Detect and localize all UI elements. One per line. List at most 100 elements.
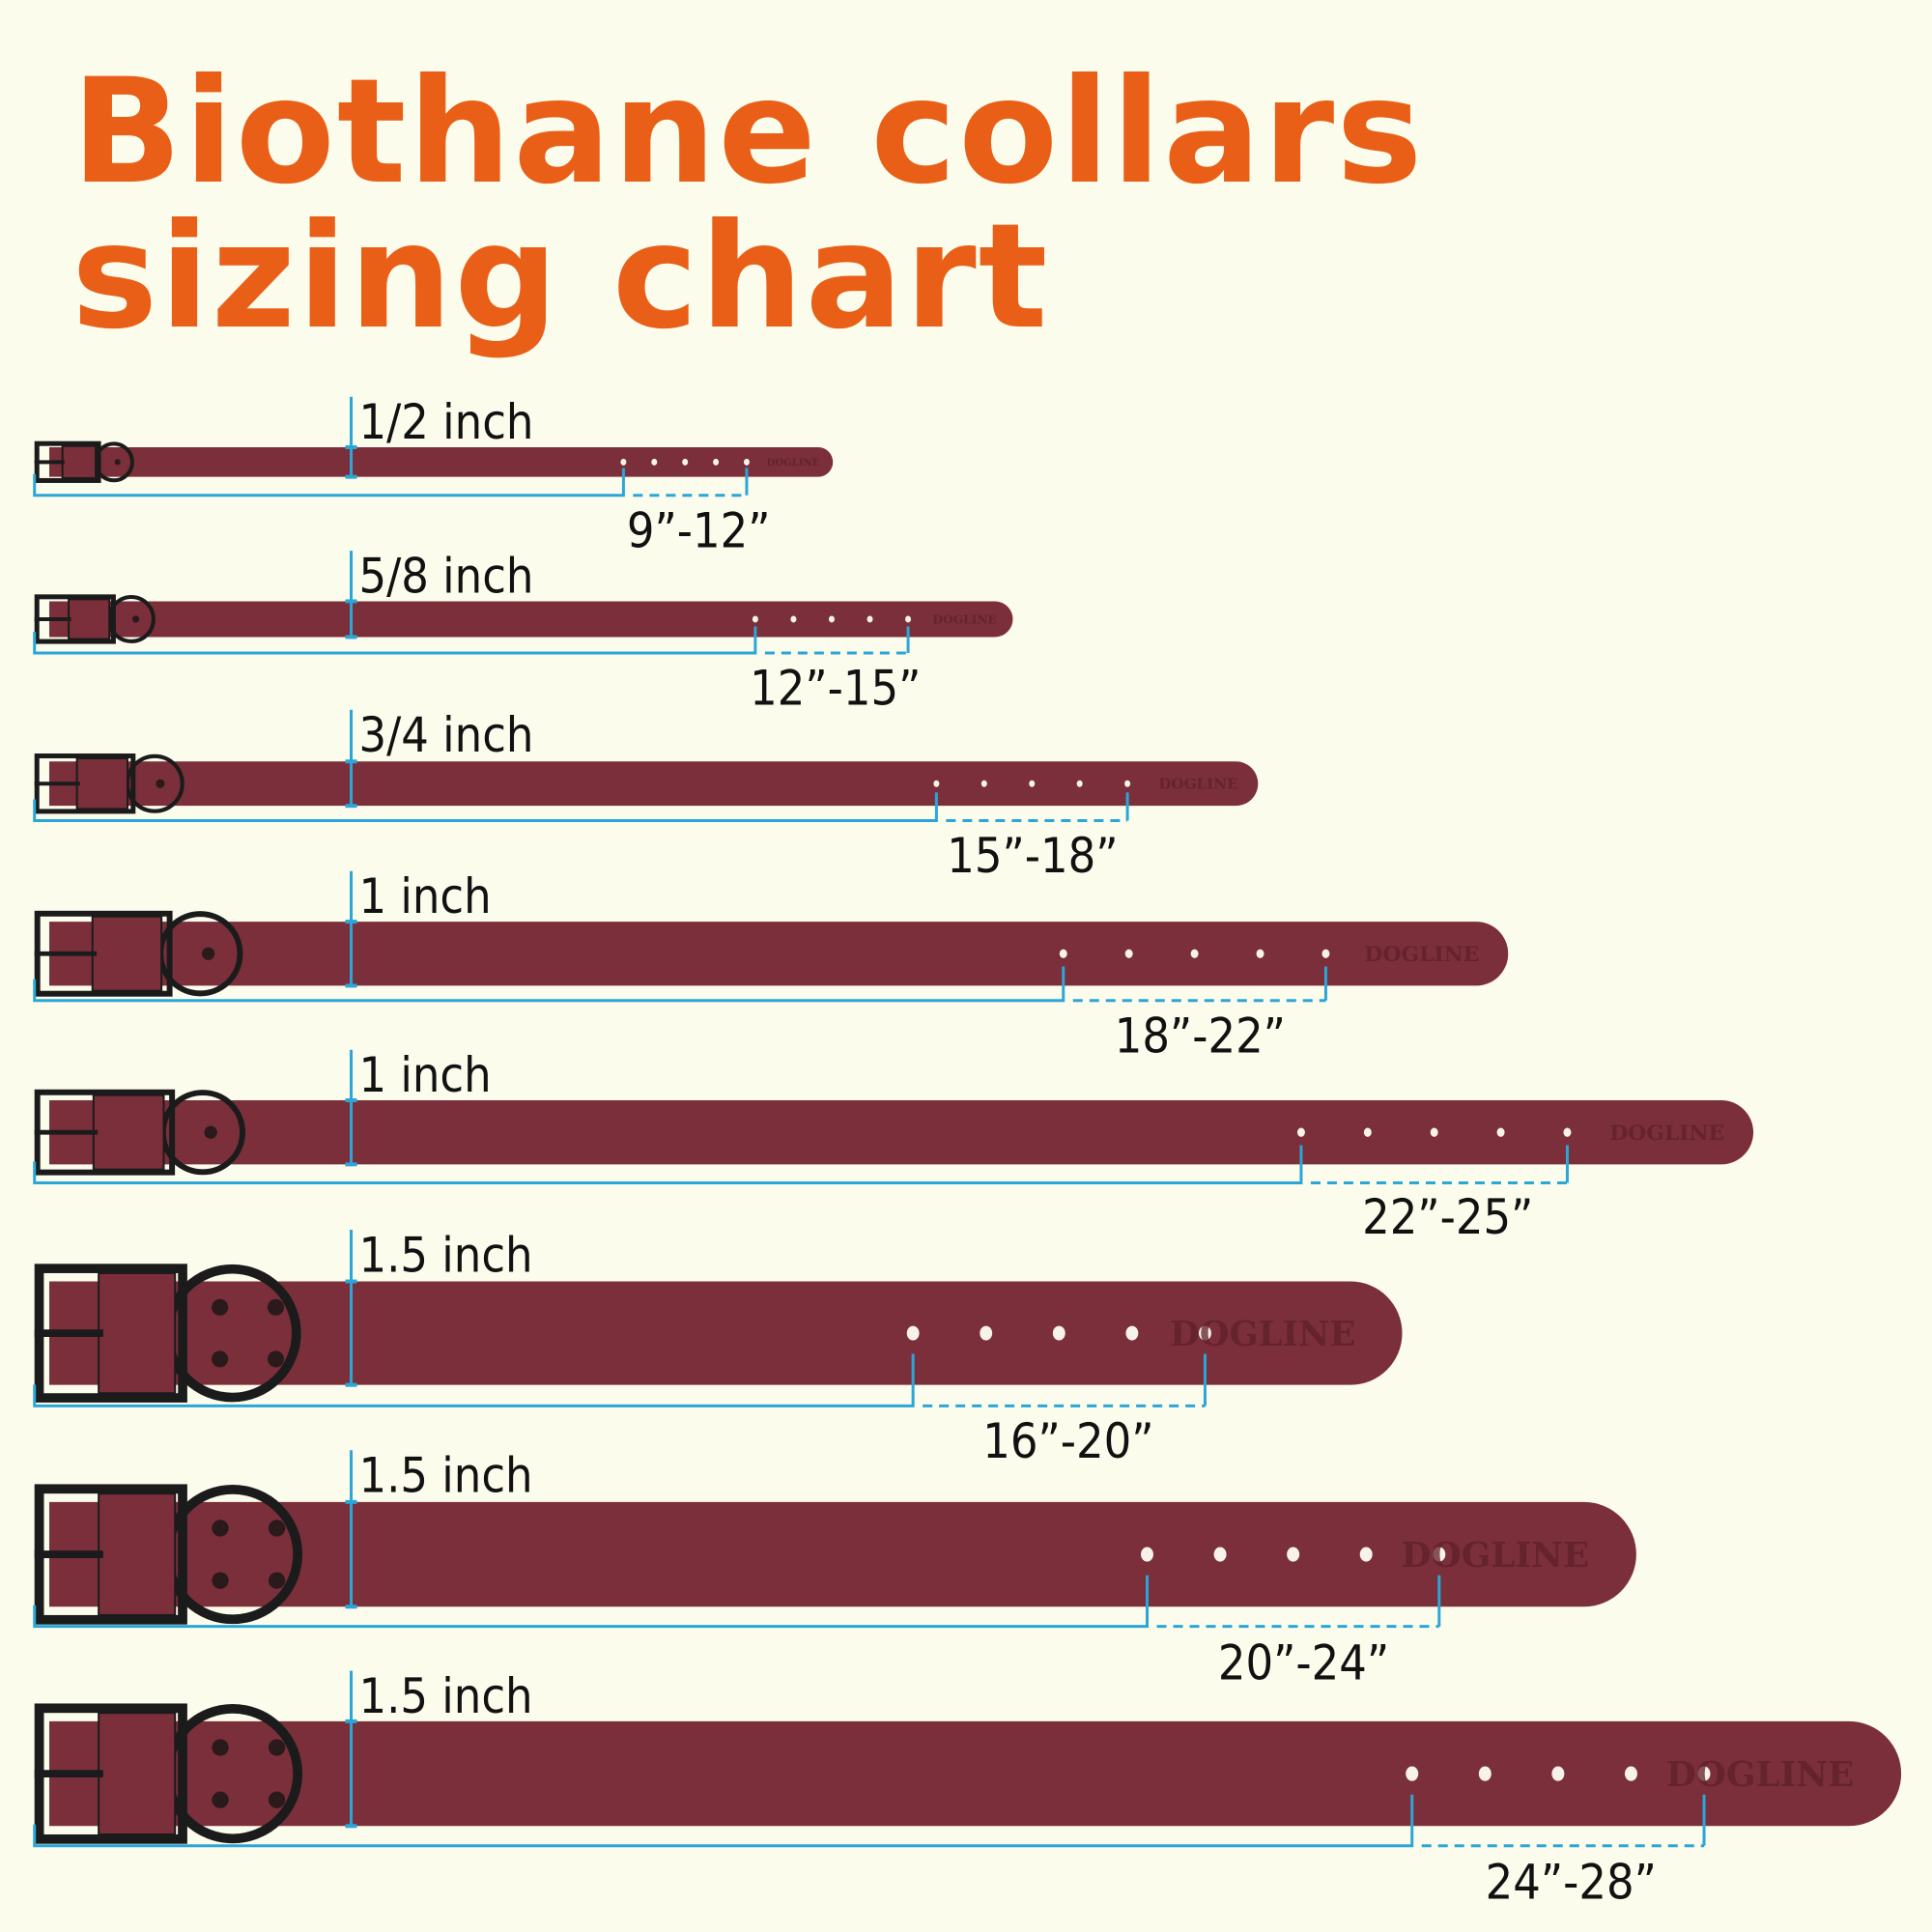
rivet-icon (212, 1520, 229, 1537)
collar-width-label: 1/2 inch (359, 394, 534, 450)
brand-embossing: DOGLINE (1158, 776, 1237, 793)
rivet-icon (212, 1572, 229, 1589)
rivet-icon (204, 1125, 217, 1139)
collar-width-label: 1.5 inch (359, 1227, 533, 1283)
collar-strap (49, 1720, 1902, 1827)
strap-hole (1624, 1766, 1637, 1781)
strap-hole (1287, 1547, 1300, 1562)
strap-hole (743, 458, 750, 466)
strap-hole (1190, 949, 1199, 958)
buckle-keeper (98, 1712, 177, 1835)
collar-strap (49, 447, 834, 477)
strap-hole (651, 458, 658, 466)
strap-hole (1551, 1766, 1565, 1781)
size-range-label: 22”-25” (1362, 1189, 1533, 1245)
collar-row: DOGLINE 1 inch 22”-25” (33, 1047, 1754, 1245)
length-measure-line (33, 1575, 1149, 1629)
buckle-keeper (98, 1492, 177, 1616)
rivet-icon (212, 1791, 229, 1808)
strap-hole (790, 615, 797, 623)
strap-hole (1496, 1127, 1505, 1137)
strap-hole (1363, 1127, 1372, 1137)
brand-embossing: DOGLINE (767, 458, 820, 469)
strap-hole (1029, 780, 1036, 787)
rivet-icon (267, 1298, 285, 1316)
buckle-keeper (91, 915, 163, 992)
size-range-label: 9”-12” (627, 502, 771, 558)
collar-width-label: 5/8 inch (359, 549, 534, 605)
length-measure-line (33, 966, 1065, 1003)
collar-row: DOGLINE 1/2 inch 9”-12” (33, 394, 834, 558)
length-measure-line (33, 468, 625, 497)
collar-row: DOGLINE 1.5 inch 24”-28” (33, 1668, 1902, 1911)
brand-embossing: DOGLINE (1609, 1121, 1724, 1146)
strap-hole (1124, 949, 1133, 958)
collar-width-label: 1 inch (359, 1047, 492, 1103)
buckle-keeper (68, 598, 111, 640)
title-line-1: Biothane collars (71, 48, 1425, 216)
strap-hole (867, 615, 873, 623)
strap-hole (1478, 1766, 1492, 1781)
size-range-label: 18”-22” (1115, 1008, 1286, 1064)
rivet-icon (201, 947, 215, 960)
strap-hole (1140, 1547, 1154, 1562)
rivet-icon (268, 1520, 286, 1537)
brand-embossing: DOGLINE (1402, 1535, 1590, 1576)
strap-hole (1433, 1547, 1446, 1562)
length-measure-line (33, 626, 757, 655)
collar-strap (49, 922, 1509, 986)
brand-embossing: DOGLINE (1364, 942, 1479, 967)
title-line-2: sizing chart (71, 193, 1050, 361)
buckle-keeper (92, 1094, 165, 1171)
rivet-icon (268, 1572, 286, 1589)
strap-hole (1199, 1325, 1211, 1341)
size-range-label: 24”-28” (1486, 1855, 1657, 1911)
strap-hole (933, 780, 940, 787)
strap-hole (980, 780, 987, 787)
collar-strap (49, 1501, 1636, 1607)
length-measure-line (33, 1794, 1414, 1848)
collar-row: DOGLINE 5/8 inch 12”-15” (33, 549, 1013, 717)
strap-hole (1125, 1325, 1139, 1341)
rivet-icon (114, 459, 121, 466)
rivet-icon (156, 779, 165, 788)
strap-hole (828, 615, 835, 623)
strap-hole (1430, 1127, 1438, 1137)
brand-embossing: DOGLINE (1170, 1315, 1355, 1354)
rivet-icon (212, 1739, 229, 1756)
buckle-keeper (98, 1271, 177, 1395)
collar-row: DOGLINE 3/4 inch 15”-18” (33, 707, 1259, 884)
rivet-icon (131, 615, 140, 623)
strap-hole (1124, 780, 1131, 787)
collar-row: DOGLINE 1.5 inch 16”-20” (33, 1227, 1403, 1469)
strap-hole (905, 615, 912, 623)
collar-width-label: 3/4 inch (359, 707, 534, 763)
size-range-label: 20”-24” (1218, 1635, 1389, 1691)
strap-hole (752, 615, 758, 623)
brand-embossing: DOGLINE (1666, 1754, 1855, 1795)
strap-hole (1406, 1766, 1419, 1781)
collar-strap (49, 601, 1013, 638)
collar-strap (49, 1100, 1754, 1165)
size-range-label: 12”-15” (750, 661, 921, 717)
rivet-icon (267, 1350, 285, 1368)
strap-hole (1076, 780, 1083, 787)
size-range-label: 16”-20” (982, 1413, 1153, 1469)
brand-embossing: DOGLINE (933, 612, 997, 626)
collar-strap (49, 761, 1259, 807)
strap-hole (1059, 949, 1067, 958)
strap-hole (1321, 949, 1330, 958)
strap-hole (713, 458, 720, 466)
strap-hole (1256, 949, 1264, 958)
strap-hole (1213, 1547, 1227, 1562)
rivet-icon (212, 1298, 229, 1316)
strap-hole (906, 1325, 920, 1341)
length-measure-line (33, 792, 938, 822)
strap-hole (1563, 1127, 1572, 1137)
strap-hole (1052, 1325, 1065, 1341)
strap-hole (1296, 1127, 1305, 1137)
collar-width-label: 1 inch (359, 868, 492, 924)
collar-row: DOGLINE 1.5 inch 20”-24” (33, 1448, 1636, 1691)
collar-width-label: 1.5 inch (359, 1668, 533, 1724)
